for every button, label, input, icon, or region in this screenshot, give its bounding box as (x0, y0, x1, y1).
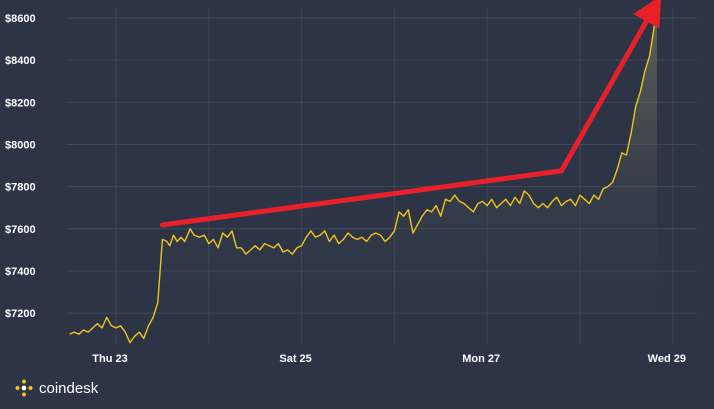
x-axis-labels: Thu 23 Sat 25 Mon 27 Wed 29 (92, 353, 686, 365)
x-tick-label: Wed 29 (648, 353, 686, 365)
y-tick-label: $8200 (5, 97, 36, 109)
red-trend-line (159, 168, 564, 228)
y-tick-label: $7800 (5, 182, 36, 194)
y-tick-label: $7400 (5, 266, 36, 278)
y-tick-label: $8000 (5, 139, 36, 151)
price-line (69, 11, 658, 344)
x-tick-label: Thu 23 (92, 353, 127, 365)
y-axis-labels: $7200 $7400 $7600 $7800 $8000 $8200 $8400 $8600 (5, 13, 36, 320)
y-tick-label: $8600 (5, 13, 36, 25)
brand-name: coindesk (39, 379, 99, 397)
red-arrow (558, 0, 662, 174)
y-tick-label: $8400 (5, 55, 36, 67)
x-tick-label: Mon 27 (462, 353, 500, 365)
x-tick-label: Sat 25 (279, 353, 311, 365)
y-tick-label: $7200 (5, 308, 36, 320)
coindesk-logo: coindesk (14, 378, 98, 398)
annotation-arrows (159, 0, 662, 228)
coindesk-logo-icon (15, 379, 33, 397)
y-tick-label: $7600 (5, 224, 36, 236)
price-area-fill (69, 11, 658, 344)
